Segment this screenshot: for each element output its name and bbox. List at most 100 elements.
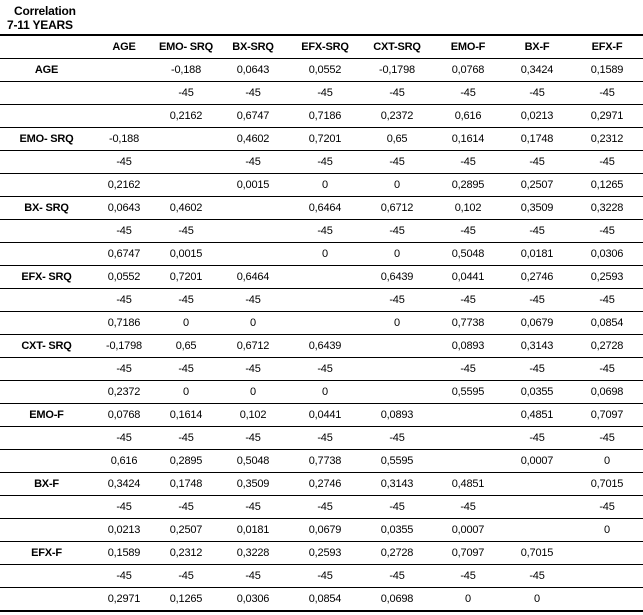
n-value-cell: -45 [529, 294, 545, 306]
correlation-value-cell: 0,2593 [308, 547, 342, 559]
correlation-value-cell: 0,1589 [590, 64, 624, 76]
p-value-cell: 0,616 [110, 455, 138, 467]
p-value-cell: 0,6747 [107, 248, 141, 260]
p-value-cell: 0,7186 [107, 317, 141, 329]
n-value-cell: -45 [599, 501, 615, 513]
n-value-cell: -45 [116, 363, 132, 375]
row-label: EFX-F [31, 547, 62, 559]
p-value-cell: 0,2162 [169, 110, 203, 122]
correlation-value-cell: 0,7097 [590, 409, 624, 421]
header-row: AGE EMO- SRQ BX-SRQ EFX-SRQ CXT-SRQ EMO-… [0, 35, 643, 59]
p-value-cell: 0,2372 [107, 386, 141, 398]
title-correlation: Correlation [14, 4, 76, 18]
n-value-cell: -45 [460, 570, 476, 582]
n-value-cell: -45 [529, 570, 545, 582]
p-value-cell: 0 [394, 317, 400, 329]
p-row: 0,616 0,2895 0,5048 0,7738 0,5595 0,0007 0 [0, 450, 643, 473]
row-label: EMO-F [29, 409, 64, 421]
n-value-cell [571, 565, 643, 588]
row-label-spacer [0, 312, 93, 335]
correlation-value-cell: 0,0643 [107, 202, 141, 214]
p-value-cell: 0,7738 [451, 317, 485, 329]
n-value-cell: -45 [178, 225, 194, 237]
n-value-cell: -45 [317, 570, 333, 582]
correlation-value-cell: 0,1614 [169, 409, 203, 421]
p-value-cell: 0,0355 [520, 386, 554, 398]
correlation-row: EMO- SRQ -0,188 0,4602 0,7201 0,65 0,1614 0,17… [0, 128, 643, 151]
correlation-value-cell: 0,1589 [107, 547, 141, 559]
row-label-spacer [0, 450, 93, 473]
correlation-value-cell: 0,0441 [308, 409, 342, 421]
correlation-table: AGE EMO- SRQ BX-SRQ EFX-SRQ CXT-SRQ EMO-… [0, 34, 643, 612]
n-value-cell: -45 [245, 156, 261, 168]
correlation-value-cell: 0,6464 [236, 271, 270, 283]
correlation-value-cell: -0,188 [171, 64, 201, 76]
p-value-cell: 0,0015 [236, 179, 270, 191]
p-value-cell: 0 [183, 317, 189, 329]
corner-header-cell [0, 35, 93, 59]
n-row: -45 -45 -45 -45 -45 -45 -45 [0, 82, 643, 105]
n-value-cell: -45 [245, 501, 261, 513]
n-value-cell: -45 [529, 432, 545, 444]
n-row: -45 -45 -45 -45 -45 -45 -45 [0, 496, 643, 519]
correlation-value-cell: 0,0893 [451, 340, 485, 352]
correlation-value-cell: 0,6712 [236, 340, 270, 352]
p-row: 0,2162 0,0015 0 0 0,2895 0,2507 0,1265 [0, 174, 643, 197]
n-value-cell: -45 [529, 225, 545, 237]
n-value-cell: -45 [245, 87, 261, 99]
correlation-value-cell: 0,2312 [169, 547, 203, 559]
p-value-cell: 0 [250, 317, 256, 329]
n-row: -45 -45 -45 -45 -45 -45 -45 [0, 427, 643, 450]
p-row: 0,2372 0 0 0 0,5595 0,0355 0,0698 [0, 381, 643, 404]
n-value-cell: -45 [389, 225, 405, 237]
correlation-value-cell: 0,102 [454, 202, 482, 214]
row-label-spacer [0, 381, 93, 404]
p-value-cell: 0,5048 [451, 248, 485, 260]
correlation-value-cell: 0,0441 [451, 271, 485, 283]
p-value-cell [289, 312, 361, 335]
p-value-cell: 0,0355 [380, 524, 414, 536]
correlation-value-cell: 0,4851 [451, 478, 485, 490]
row-label-spacer [0, 174, 93, 197]
p-value-cell: 0,0007 [451, 524, 485, 536]
correlation-value-cell [433, 404, 503, 427]
p-value-cell: 0,2895 [451, 179, 485, 191]
correlation-value-cell: 0,2746 [308, 478, 342, 490]
row-label-spacer [0, 519, 93, 542]
p-value-cell: 0,2162 [107, 179, 141, 191]
n-value-cell [289, 289, 361, 312]
p-value-cell: 0 [322, 386, 328, 398]
n-value-cell: -45 [389, 156, 405, 168]
correlation-value-cell: 0,0768 [451, 64, 485, 76]
correlation-value-cell: 0,1748 [169, 478, 203, 490]
n-value-cell: -45 [599, 87, 615, 99]
correlation-value-cell: 0,3228 [590, 202, 624, 214]
row-label-spacer [0, 243, 93, 266]
p-row: 0,0213 0,2507 0,0181 0,0679 0,0355 0,0007 0 [0, 519, 643, 542]
correlation-value-cell: 0,3509 [520, 202, 554, 214]
p-value-cell: 0 [465, 593, 471, 605]
n-row: -45 -45 -45 -45 -45 -45 -45 [0, 151, 643, 174]
n-value-cell: -45 [389, 294, 405, 306]
p-value-cell: 0 [250, 386, 256, 398]
p-value-cell: 0,2971 [590, 110, 624, 122]
n-value-cell: -45 [599, 363, 615, 375]
correlation-value-cell: 0,0893 [380, 409, 414, 421]
row-label: BX-F [34, 478, 59, 490]
correlation-value-cell: 0,2746 [520, 271, 554, 283]
correlation-value-cell: 0,0643 [236, 64, 270, 76]
n-value-cell: -45 [116, 432, 132, 444]
table-body: AGE -0,188 0,0643 0,0552 -0,1798 0,0768 0,3424… [0, 59, 643, 611]
n-value-cell: -45 [178, 363, 194, 375]
p-value-cell: 0,0015 [169, 248, 203, 260]
n-value-cell: -45 [460, 363, 476, 375]
correlation-value-cell: 0,3509 [236, 478, 270, 490]
n-row: -45 -45 -45 -45 -45 -45 -45 [0, 289, 643, 312]
correlation-value-cell: 0,1748 [520, 133, 554, 145]
n-value-cell: -45 [529, 363, 545, 375]
p-value-cell: 0,6747 [236, 110, 270, 122]
row-label-spacer [0, 289, 93, 312]
correlation-value-cell: -0,188 [109, 133, 139, 145]
column-header-emo-srq: EMO- SRQ [158, 41, 213, 53]
column-header-bx-srq: BX-SRQ [232, 41, 274, 53]
